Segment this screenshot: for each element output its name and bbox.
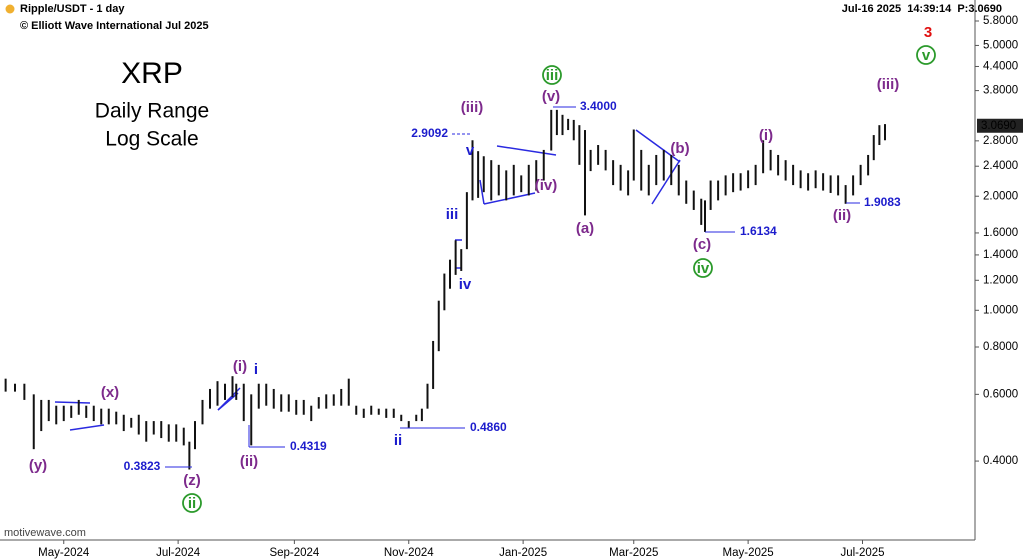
status: Jul-16 2025 14:39:14 P:3.0690 xyxy=(842,3,1002,15)
y-tick-label: 1.4000 xyxy=(983,249,1018,261)
footer: motivewave.com xyxy=(4,527,86,539)
wave-label: (y) xyxy=(29,457,47,474)
wave-circle xyxy=(693,258,713,278)
wave-circle xyxy=(542,65,562,85)
title: XRP xyxy=(121,57,183,90)
level-label: 3.4000 xyxy=(580,99,617,113)
x-tick-label: Jul-2024 xyxy=(156,547,201,559)
x-tick-label: Sep-2024 xyxy=(269,547,319,559)
wave-label: (b) xyxy=(670,140,689,157)
wave-label: (i) xyxy=(233,358,247,375)
level-label: 0.4860 xyxy=(470,420,507,434)
y-tick-label: 1.0000 xyxy=(983,304,1018,316)
y-tick-label: 1.6000 xyxy=(983,227,1018,239)
wave-label: (c) xyxy=(693,236,711,253)
wave-label: ii xyxy=(188,495,196,512)
wave-label: (ii) xyxy=(833,207,851,224)
y-tick-label: 4.4000 xyxy=(983,61,1018,73)
wave-circle xyxy=(182,493,202,513)
wave-label: (z) xyxy=(183,472,201,489)
scale-note: Log Scale xyxy=(105,128,198,151)
x-tick-label: May-2024 xyxy=(38,547,90,559)
wave-label: (iii) xyxy=(877,76,900,93)
y-tick-label: 2.0000 xyxy=(983,190,1018,202)
wave-label: iii xyxy=(446,206,459,223)
level-label: 2.9092 xyxy=(411,126,448,140)
wave-label: iv xyxy=(697,260,710,277)
wave-label: (x) xyxy=(101,384,119,401)
wave-label: v xyxy=(466,142,475,159)
wave-label: (v) xyxy=(542,88,560,105)
x-tick-label: Jul-2025 xyxy=(840,547,884,559)
wave-label: iv xyxy=(459,276,472,293)
wave-label: (iii) xyxy=(461,99,484,116)
wave-circle xyxy=(916,45,936,65)
level-label: 1.6134 xyxy=(740,224,777,238)
wave-label: (i) xyxy=(759,127,773,144)
x-tick-label: Nov-2024 xyxy=(384,547,434,559)
y-tick-label: 2.8000 xyxy=(983,135,1018,147)
level-label: 0.4319 xyxy=(290,439,327,453)
wave-label: v xyxy=(922,47,931,64)
y-tick-label: 5.8000 xyxy=(983,15,1018,27)
x-tick-label: May-2025 xyxy=(723,547,774,559)
x-tick-label: Jan-2025 xyxy=(499,547,547,559)
wave-label: (ii) xyxy=(240,453,258,470)
x-tick-label: Mar-2025 xyxy=(609,547,658,559)
wave-label: iii xyxy=(546,67,559,84)
y-tick-label: 1.2000 xyxy=(983,274,1018,286)
status-dot xyxy=(5,4,15,14)
y-tick-label: 0.4000 xyxy=(983,455,1018,467)
copyright: © Elliott Wave International Jul 2025 xyxy=(20,20,209,32)
y-tick-label: 0.8000 xyxy=(983,341,1018,353)
wave-label: (a) xyxy=(576,220,594,237)
subtitle: Daily Range xyxy=(95,100,209,123)
wave-label: 3 xyxy=(924,24,932,41)
level-label: 0.3823 xyxy=(124,459,161,473)
last-price-label: 3.0690 xyxy=(981,120,1016,132)
y-tick-label: 0.6000 xyxy=(983,388,1018,400)
level-label: 1.9083 xyxy=(864,195,901,209)
y-tick-label: 5.0000 xyxy=(983,39,1018,51)
y-tick-label: 3.8000 xyxy=(983,85,1018,97)
wave-label: (iv) xyxy=(535,177,558,194)
pattern-lines xyxy=(54,129,681,431)
wave-label: ii xyxy=(394,432,402,449)
symbol: Ripple/USDT - 1 day xyxy=(20,3,125,15)
wave-label: i xyxy=(254,361,258,378)
last-price-box xyxy=(977,118,1023,133)
y-tick-label: 2.4000 xyxy=(983,160,1018,172)
